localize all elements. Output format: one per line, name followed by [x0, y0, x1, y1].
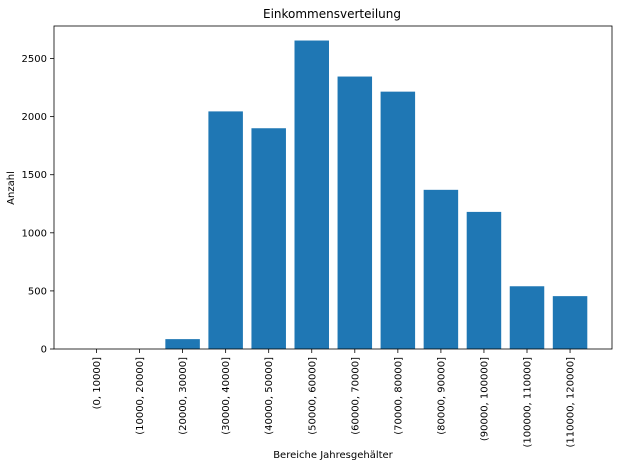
- bar: [423, 189, 459, 349]
- bar: [294, 40, 329, 350]
- x-tick-label: (0, 10000]: [92, 357, 103, 409]
- x-tick-label: (60000, 70000]: [350, 357, 361, 435]
- bar: [509, 286, 545, 349]
- x-tick-label: (110000, 120000]: [566, 357, 577, 448]
- chart-title: Einkommensverteilung: [263, 7, 401, 21]
- x-tick-label: (100000, 110000]: [523, 357, 534, 448]
- y-axis-title: Anzahl: [6, 171, 17, 205]
- x-tick-label: (80000, 90000]: [436, 357, 447, 435]
- x-tick-label: (70000, 80000]: [393, 357, 404, 435]
- bar: [208, 111, 243, 349]
- bar: [165, 339, 200, 349]
- y-tick-label: 500: [28, 286, 47, 297]
- bar: [552, 296, 588, 349]
- bar: [466, 211, 502, 349]
- plot-frame: [53, 25, 613, 350]
- x-tick-label: (10000, 20000]: [135, 357, 146, 435]
- y-tick-label: 1000: [22, 228, 47, 239]
- bars: [165, 40, 588, 350]
- bar: [337, 76, 373, 349]
- x-axis-ticks: (0, 10000] (10000, 20000] (20000, 30000] (3…: [92, 349, 577, 448]
- y-tick-label: 0: [41, 345, 47, 356]
- bar: [251, 128, 286, 349]
- x-tick-label: (30000, 40000]: [221, 357, 232, 435]
- y-tick-label: 1500: [22, 170, 47, 181]
- x-tick-label: (90000, 100000]: [479, 357, 490, 441]
- y-tick-label: 2500: [22, 54, 47, 65]
- bar: [380, 91, 416, 349]
- x-tick-label: (40000, 50000]: [264, 357, 275, 435]
- x-tick-label: (20000, 30000]: [178, 357, 189, 435]
- y-tick-label: 2000: [22, 112, 47, 123]
- y-axis-ticks: 0 500 1000 1500 2000 2500: [22, 54, 54, 356]
- x-axis-title: Bereiche Jahresgehälter: [273, 450, 393, 461]
- x-tick-label: (50000, 60000]: [307, 357, 318, 435]
